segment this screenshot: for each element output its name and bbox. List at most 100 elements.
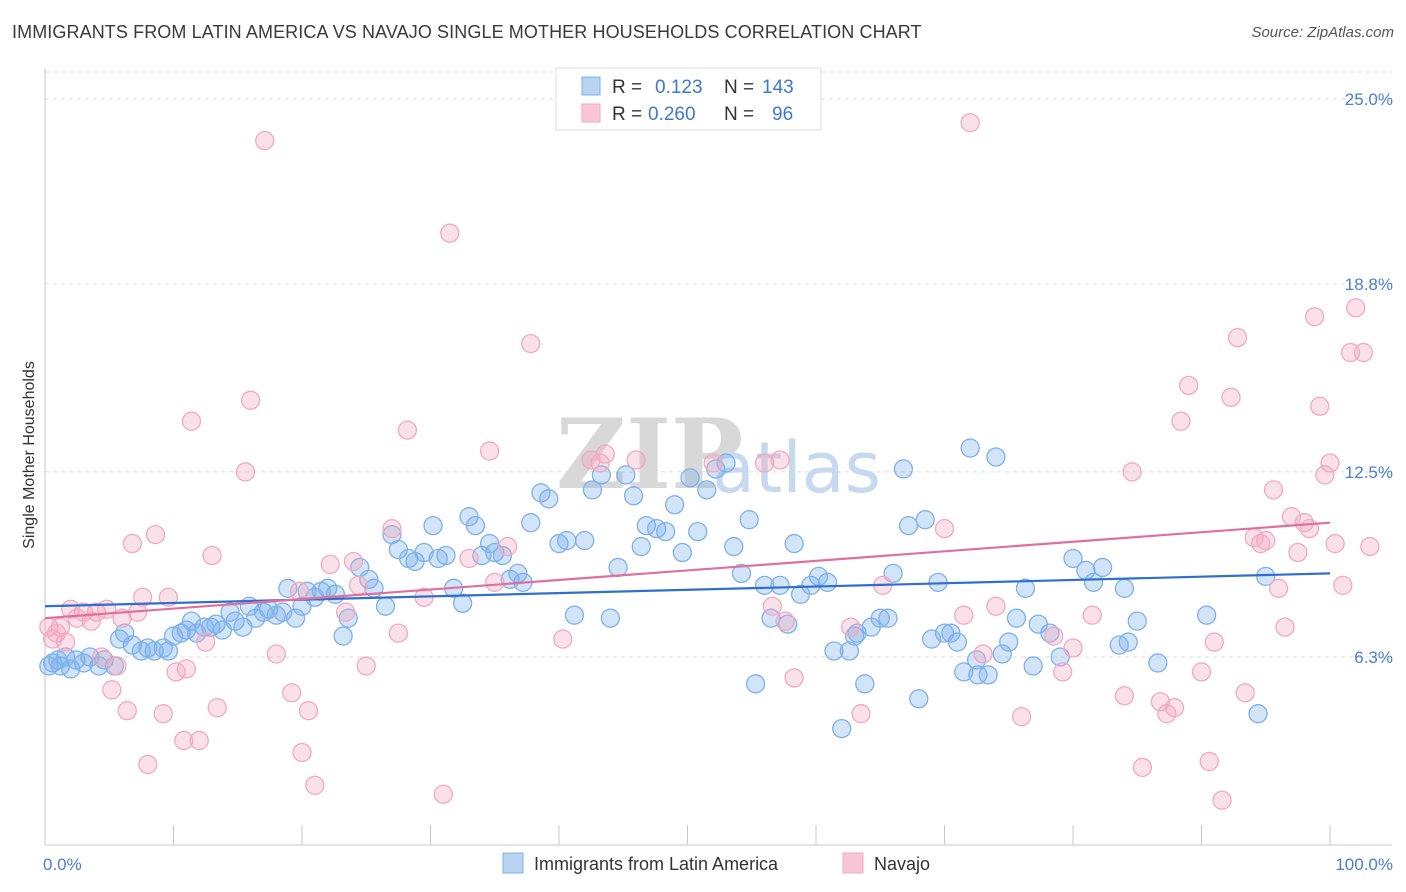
point-navajo bbox=[1157, 704, 1177, 724]
point-navajo bbox=[1191, 662, 1212, 682]
point-immigrants bbox=[465, 516, 486, 536]
point-immigrants bbox=[575, 530, 595, 551]
point-navajo bbox=[1256, 530, 1276, 551]
point-navajo bbox=[986, 596, 1006, 616]
point-navajo bbox=[266, 644, 286, 664]
point-navajo bbox=[703, 453, 723, 473]
point-immigrants bbox=[616, 465, 636, 485]
y-tick-label: 12.5% bbox=[1345, 463, 1393, 482]
point-immigrants bbox=[992, 644, 1012, 664]
point-immigrants bbox=[1063, 548, 1083, 569]
point-navajo bbox=[1310, 396, 1330, 416]
point-navajo bbox=[954, 605, 974, 625]
point-navajo bbox=[1294, 513, 1314, 533]
point-navajo bbox=[189, 730, 209, 751]
point-navajo bbox=[1315, 465, 1335, 485]
point-immigrants bbox=[870, 608, 890, 628]
chart-title: IMMIGRANTS FROM LATIN AMERICA VS NAVAJO … bbox=[12, 22, 922, 42]
point-navajo bbox=[202, 545, 222, 566]
point-immigrants bbox=[697, 480, 717, 500]
point-navajo bbox=[1114, 686, 1135, 706]
point-navajo bbox=[153, 704, 173, 724]
point-immigrants bbox=[66, 650, 86, 670]
point-navajo bbox=[626, 450, 646, 470]
point-navajo bbox=[107, 656, 127, 676]
point-immigrants bbox=[1256, 566, 1276, 587]
point-navajo bbox=[841, 617, 861, 637]
point-navajo bbox=[397, 420, 418, 440]
point-immigrants bbox=[1023, 656, 1043, 676]
point-navajo bbox=[1011, 707, 1032, 727]
point-immigrants bbox=[954, 662, 974, 682]
point-immigrants bbox=[665, 495, 685, 515]
point-immigrants bbox=[414, 542, 434, 563]
y-tick-label: 18.8% bbox=[1345, 275, 1393, 294]
point-immigrants bbox=[521, 513, 541, 533]
point-immigrants bbox=[492, 545, 513, 566]
legend-n-label-1: N = bbox=[724, 77, 754, 98]
point-immigrants bbox=[731, 563, 752, 584]
point-immigrants bbox=[656, 521, 676, 542]
trend-line-navajo bbox=[44, 521, 1331, 620]
x-tick-labels: 0.0% 100.0% bbox=[43, 855, 1393, 874]
point-navajo bbox=[775, 611, 795, 631]
point-immigrants bbox=[745, 674, 766, 694]
point-navajo bbox=[934, 518, 955, 539]
point-immigrants bbox=[739, 510, 759, 530]
legend-r-value-2: 0.260 bbox=[648, 104, 696, 125]
point-immigrants bbox=[608, 557, 628, 578]
point-navajo bbox=[235, 462, 256, 482]
legend-swatch-navajo bbox=[581, 103, 601, 123]
point-immigrants bbox=[680, 468, 700, 488]
point-immigrants bbox=[549, 533, 569, 554]
point-navajo bbox=[590, 453, 610, 473]
point-navajo bbox=[255, 130, 275, 151]
point-navajo bbox=[440, 223, 460, 243]
point-navajo bbox=[305, 775, 325, 795]
point-navajo bbox=[91, 647, 112, 667]
point-immigrants bbox=[423, 516, 443, 536]
point-navajo bbox=[133, 587, 153, 607]
legend-r-value-1: 0.123 bbox=[655, 77, 703, 98]
point-navajo bbox=[479, 441, 500, 461]
point-navajo bbox=[1268, 578, 1289, 598]
point-navajo bbox=[320, 554, 340, 575]
point-navajo bbox=[1164, 698, 1185, 718]
point-immigrants bbox=[688, 521, 708, 542]
point-navajo bbox=[1044, 626, 1064, 646]
point-navajo bbox=[382, 518, 402, 539]
legend-n-value-2: 96 bbox=[772, 104, 793, 125]
axes bbox=[44, 68, 1392, 846]
point-immigrants bbox=[1148, 653, 1168, 673]
bottom-legend-label-navajo: Navajo bbox=[874, 854, 930, 874]
point-immigrants bbox=[600, 608, 621, 628]
point-navajo bbox=[102, 680, 122, 700]
point-navajo bbox=[851, 704, 871, 724]
bottom-legend-label-immigrants: Immigrants from Latin America bbox=[534, 854, 779, 874]
point-immigrants bbox=[1015, 578, 1036, 598]
point-navajo bbox=[1132, 757, 1153, 778]
point-immigrants bbox=[778, 614, 798, 634]
point-navajo bbox=[1346, 298, 1366, 318]
legend-swatch-immigrants bbox=[581, 76, 601, 96]
point-navajo bbox=[158, 587, 179, 607]
point-navajo bbox=[356, 656, 376, 676]
source-label: Source: ZipAtlas.com bbox=[1251, 24, 1394, 41]
point-navajo bbox=[973, 644, 993, 664]
point-navajo bbox=[770, 450, 790, 470]
point-navajo bbox=[1221, 387, 1241, 407]
stats-legend: R = 0.123 N = 143 R = 0.260 N = 96 bbox=[555, 67, 822, 131]
point-immigrants bbox=[201, 617, 221, 637]
point-navajo bbox=[343, 551, 364, 572]
series-points-immigrants bbox=[39, 438, 1276, 739]
point-immigrants bbox=[582, 480, 603, 500]
point-immigrants bbox=[855, 674, 875, 694]
point-navajo bbox=[1063, 638, 1083, 658]
point-immigrants bbox=[452, 593, 473, 613]
trend-line-immigrants bbox=[44, 572, 1331, 608]
point-immigrants bbox=[999, 632, 1019, 652]
point-immigrants bbox=[158, 641, 179, 661]
point-immigrants bbox=[1248, 704, 1268, 724]
point-navajo bbox=[433, 784, 454, 804]
